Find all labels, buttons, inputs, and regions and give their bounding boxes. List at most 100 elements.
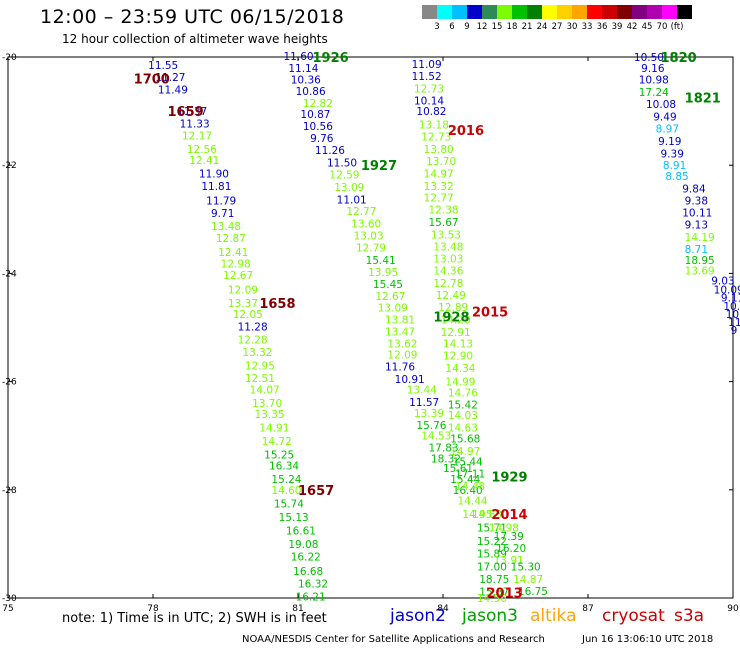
wave-height-value: 13.44: [407, 385, 437, 397]
wave-height-value: 15.42: [448, 399, 478, 411]
color-legend-label: 9: [464, 22, 470, 32]
wave-height-value: 9.38: [685, 195, 708, 207]
wave-height-value: 12.78: [433, 278, 463, 290]
pass-label: 1659: [168, 105, 204, 120]
wave-height-value: 15.87: [479, 587, 509, 599]
wave-height-value: 13.03: [354, 231, 384, 243]
wave-height-value: 10.91: [395, 374, 425, 386]
wave-height-value: 14.60: [271, 485, 301, 497]
wave-height-value: 12.82: [303, 98, 333, 110]
wave-height-value: 14.99: [445, 377, 475, 389]
wave-height-value: 16.68: [293, 566, 323, 578]
color-legend-label: 15: [491, 22, 503, 32]
color-swatch: [587, 5, 602, 19]
wave-height-value: 10.87: [300, 109, 330, 121]
wave-height-value: 8.91: [663, 160, 686, 172]
wave-height-value: 12.77: [346, 206, 376, 218]
x-tick-label: 87: [582, 604, 593, 614]
wave-height-value: 11: [728, 317, 740, 329]
color-swatch: [437, 5, 452, 19]
pass-label: 1929: [491, 470, 527, 485]
y-tick-label: -26: [2, 378, 17, 388]
wave-height-value: 8.85: [665, 171, 688, 183]
wave-height-value: 15.74: [274, 498, 304, 510]
color-swatch: [512, 5, 527, 19]
wave-height-value: 16.40: [453, 485, 483, 497]
wave-height-value: 13.70: [426, 156, 456, 168]
wave-height-value: 14.76: [448, 387, 478, 399]
wave-height-value: 15.24: [271, 474, 301, 486]
wave-height-value: 12.59: [329, 169, 359, 181]
wave-height-value: 18.75: [479, 574, 509, 586]
wave-height-value: 9.19: [658, 136, 681, 148]
wave-height-value: 10.82: [416, 106, 446, 118]
x-tick-label: 81: [292, 604, 303, 614]
wave-height-value: 14.97: [424, 168, 454, 180]
y-tick-label: -24: [2, 269, 17, 279]
wave-height-value: 10.8: [723, 301, 740, 313]
wave-height-value: 11.60: [284, 51, 314, 63]
color-legend-label: 24: [536, 22, 548, 32]
wave-height-value: 11.50: [327, 157, 357, 169]
wave-height-value: 16.75: [518, 586, 548, 598]
wave-height-value: 11.55: [148, 60, 178, 72]
wave-height-value: 14.56: [477, 593, 507, 605]
wave-height-value: 15.41: [366, 255, 396, 267]
wave-height-value: 14.87: [513, 574, 543, 586]
wave-height-value: 15.13: [279, 512, 309, 524]
wave-height-value: 13.60: [351, 219, 381, 231]
wave-height-value: 10.1: [726, 309, 740, 321]
color-swatch: [527, 5, 542, 19]
wave-height-value: 12.87: [216, 233, 246, 245]
wave-height-value: 13.32: [424, 181, 454, 193]
wave-height-value: 13.70: [252, 398, 282, 410]
wave-height-value: 13.81: [385, 314, 415, 326]
wave-height-value: 16.22: [291, 551, 321, 563]
wave-height-value: 12.77: [424, 193, 454, 205]
wave-height-value: 12.05: [233, 309, 263, 321]
y-tick-label: -22: [2, 161, 17, 171]
pass-label: 2016: [448, 124, 484, 139]
color-legend-label: 18: [506, 22, 518, 32]
pass-label: 1927: [361, 159, 397, 174]
color-legend-label: 30: [566, 22, 578, 32]
wave-height-value: 10.36: [291, 75, 321, 87]
wave-height-value: 15.22: [477, 536, 507, 548]
wave-height-value: 12.09: [387, 350, 417, 362]
wave-height-value: 15.76: [416, 420, 446, 432]
wave-height-value: 12.67: [375, 291, 405, 303]
wave-height-value: 19.08: [288, 539, 318, 551]
color-legend-label: 70: [656, 22, 668, 32]
pass-label: 1928: [433, 311, 469, 326]
y-tick-label: -30: [2, 594, 17, 604]
wave-height-value: 14.91: [259, 423, 289, 435]
wave-height-value: 13.69: [685, 266, 715, 278]
wave-height-value: 16.32: [298, 578, 328, 590]
color-swatch: [557, 5, 572, 19]
color-legend-label: 42: [626, 22, 638, 32]
wave-height-value: 11.49: [158, 84, 188, 96]
wave-height-value: 12.49: [436, 290, 466, 302]
wave-height-value: 9.16: [641, 63, 665, 75]
color-legend-label: (ft): [670, 22, 684, 32]
pass-label: 1700: [134, 73, 170, 88]
color-swatch: [452, 5, 467, 19]
pass-label: 1820: [661, 51, 697, 66]
wave-height-value: 10.14: [414, 95, 444, 107]
wave-height-value: 14.72: [262, 436, 292, 448]
wave-height-value: 12.38: [429, 205, 459, 217]
wave-height-value: 14.48: [455, 481, 485, 493]
wave-height-value: 9.84: [682, 183, 706, 195]
wave-height-value: 10.56: [303, 121, 333, 133]
wave-height-value: 12.98: [221, 259, 251, 271]
wave-height-value: 16.20: [496, 543, 526, 555]
wave-height-value: 15.45: [373, 279, 403, 291]
wave-height-value: 13.37: [228, 298, 258, 310]
wave-height-value: 13.32: [242, 347, 272, 359]
wave-height-value: 13.09: [334, 182, 364, 194]
wave-height-value: 13.35: [255, 409, 285, 421]
units-note: note: 1) Time is in UTC; 2) SWH is in fe…: [62, 611, 327, 626]
wave-height-value: 13.53: [431, 229, 461, 241]
color-swatch: [647, 5, 662, 19]
